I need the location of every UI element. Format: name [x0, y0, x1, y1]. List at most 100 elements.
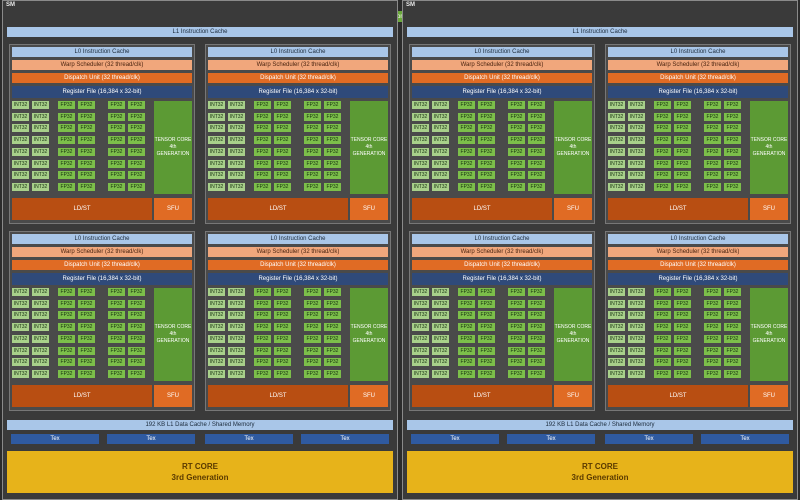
- fp32-core: FP32: [254, 311, 271, 320]
- int32-core: INT32: [628, 101, 645, 109]
- warp-scheduler: Warp Scheduler (32 thread/clk): [412, 60, 592, 70]
- l1-instruction-cache: L1 Instruction Cache: [407, 27, 793, 37]
- tensor-core: TENSOR CORE 4th GENERATION: [154, 101, 192, 194]
- int32-core: INT32: [228, 159, 245, 168]
- ld-st-unit: LD/ST: [608, 385, 748, 407]
- fp32-core: FP32: [654, 288, 671, 296]
- fp32-core: FP32: [58, 323, 75, 332]
- fp32-core: FP32: [458, 311, 475, 320]
- int32-core: INT32: [628, 147, 645, 156]
- tensor-core-label: TENSOR CORE 4th GENERATION: [155, 324, 192, 345]
- fp32-core: FP32: [674, 311, 691, 320]
- fp32-core: FP32: [508, 288, 525, 296]
- register-file: Register File (16,384 x 32-bit): [12, 86, 192, 98]
- int32-core: INT32: [412, 147, 429, 156]
- int32-core: INT32: [228, 334, 245, 343]
- tensor-core-label: TENSOR CORE 4th GENERATION: [555, 137, 592, 158]
- fp32-core: FP32: [324, 136, 341, 145]
- int32-core: INT32: [228, 311, 245, 320]
- fp32-core: FP32: [458, 346, 475, 355]
- fp32-core: FP32: [528, 182, 545, 191]
- int32-core: INT32: [608, 288, 625, 296]
- int32-core: INT32: [412, 182, 429, 191]
- fp32-core: FP32: [704, 288, 721, 296]
- fp32-core: FP32: [674, 124, 691, 133]
- fp32-core: FP32: [674, 112, 691, 121]
- tensor-core-text: GENERATION: [156, 151, 190, 157]
- int32-core: INT32: [628, 288, 645, 296]
- fp32-core: FP32: [58, 358, 75, 367]
- ld-st-unit: LD/ST: [12, 385, 152, 407]
- int32-core: INT32: [608, 346, 625, 355]
- texture-unit: Tex: [701, 434, 789, 444]
- sfu-unit: SFU: [750, 198, 788, 220]
- rt-core-title: RT CORE: [582, 462, 618, 471]
- tensor-core-text: 4th: [569, 331, 577, 337]
- fp32-core: FP32: [274, 311, 291, 320]
- fp32-core: FP32: [654, 358, 671, 367]
- int32-core: INT32: [208, 136, 225, 145]
- fp32-core: FP32: [274, 334, 291, 343]
- int32-core: INT32: [32, 346, 49, 355]
- int32-core: INT32: [208, 323, 225, 332]
- processing-block: L0 Instruction Cache Warp Scheduler (32 t…: [9, 44, 195, 224]
- ld-st-unit: LD/ST: [12, 198, 152, 220]
- fp32-core: FP32: [508, 334, 525, 343]
- tensor-core-text: TENSOR CORE: [154, 137, 192, 143]
- fp32-core: FP32: [458, 136, 475, 145]
- l0-instruction-cache: L0 Instruction Cache: [12, 47, 192, 57]
- fp32-core: FP32: [528, 112, 545, 121]
- int32-core: INT32: [228, 171, 245, 180]
- fp32-core: FP32: [128, 112, 145, 121]
- fp32-core: FP32: [304, 112, 321, 121]
- int32-core: INT32: [32, 136, 49, 145]
- fp32-core: FP32: [128, 288, 145, 296]
- warp-scheduler: Warp Scheduler (32 thread/clk): [608, 60, 788, 70]
- fp32-core: FP32: [254, 369, 271, 378]
- fp32-core: FP32: [724, 147, 741, 156]
- int32-core: INT32: [12, 288, 29, 296]
- int32-core: INT32: [412, 369, 429, 378]
- fp32-core: FP32: [654, 124, 671, 133]
- register-file: Register File (16,384 x 32-bit): [608, 273, 788, 285]
- int32-core: INT32: [12, 346, 29, 355]
- fp32-core: FP32: [654, 334, 671, 343]
- fp32-core: FP32: [654, 136, 671, 145]
- fp32-core: FP32: [674, 101, 691, 109]
- fp32-core: FP32: [108, 323, 125, 332]
- fp32-core: FP32: [724, 171, 741, 180]
- int32-core: INT32: [208, 171, 225, 180]
- tensor-core: TENSOR CORE 4th GENERATION: [154, 288, 192, 381]
- fp32-core: FP32: [274, 369, 291, 378]
- tensor-core-text: GENERATION: [352, 151, 386, 157]
- fp32-core: FP32: [128, 101, 145, 109]
- fp32-core: FP32: [304, 182, 321, 191]
- int32-core: INT32: [432, 288, 449, 296]
- l0-instruction-cache: L0 Instruction Cache: [412, 234, 592, 244]
- fp32-core: FP32: [704, 112, 721, 121]
- rt-core-generation: 3rd Generation: [571, 473, 629, 482]
- int32-core: INT32: [32, 311, 49, 320]
- fp32-core: FP32: [528, 358, 545, 367]
- int32-core: INT32: [412, 358, 429, 367]
- fp32-core: FP32: [654, 159, 671, 168]
- fp32-core: FP32: [704, 147, 721, 156]
- int32-core: INT32: [32, 334, 49, 343]
- fp32-core: FP32: [108, 124, 125, 133]
- fp32-core: FP32: [304, 159, 321, 168]
- l0-instruction-cache: L0 Instruction Cache: [208, 47, 388, 57]
- fp32-core: FP32: [274, 147, 291, 156]
- int32-core: INT32: [12, 101, 29, 109]
- fp32-core: FP32: [654, 112, 671, 121]
- fp32-core: FP32: [324, 323, 341, 332]
- fp32-core: FP32: [724, 311, 741, 320]
- int32-core: INT32: [208, 358, 225, 367]
- fp32-core: FP32: [478, 171, 495, 180]
- register-file: Register File (16,384 x 32-bit): [208, 86, 388, 98]
- fp32-core: FP32: [528, 334, 545, 343]
- fp32-core: FP32: [324, 159, 341, 168]
- int32-core: INT32: [412, 101, 429, 109]
- fp32-core: FP32: [324, 147, 341, 156]
- core-grid: INT32 INT32 FP32 FP32 FP32 FP32 INT32 INT32 FP32…: [412, 101, 552, 194]
- int32-core: INT32: [628, 299, 645, 308]
